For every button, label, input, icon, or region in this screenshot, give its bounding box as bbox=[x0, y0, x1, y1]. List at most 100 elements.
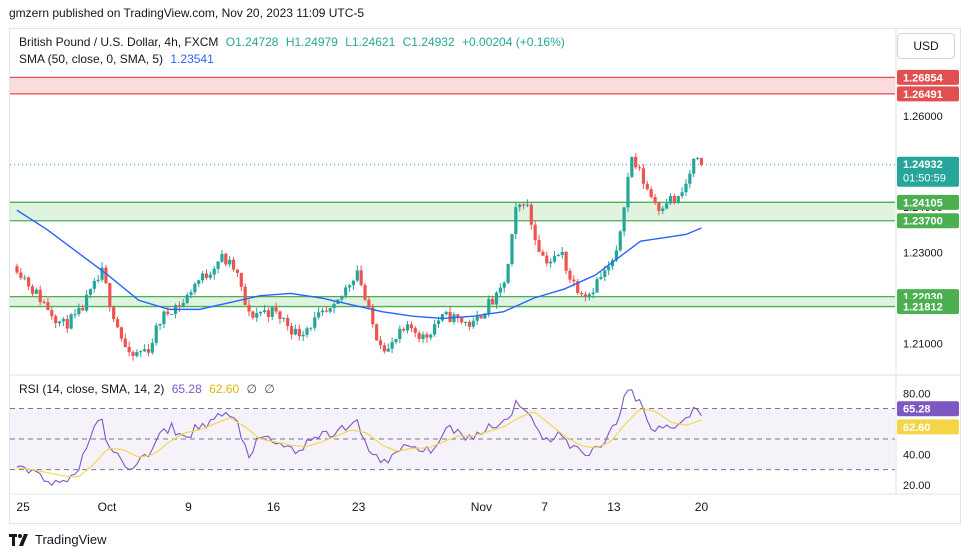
candle-body[interactable] bbox=[92, 280, 96, 289]
candle-body[interactable] bbox=[576, 281, 580, 293]
candle-body[interactable] bbox=[30, 286, 35, 294]
candle-body[interactable] bbox=[378, 340, 383, 346]
candle-body[interactable] bbox=[695, 158, 700, 160]
candle-body[interactable] bbox=[212, 268, 216, 275]
candle-body[interactable] bbox=[243, 286, 247, 305]
candle-body[interactable] bbox=[375, 324, 379, 341]
candle-body[interactable] bbox=[444, 311, 448, 315]
candle-body[interactable] bbox=[96, 279, 100, 281]
candle-body[interactable] bbox=[115, 319, 120, 328]
candle-body[interactable] bbox=[471, 320, 475, 327]
candle-body[interactable] bbox=[510, 234, 514, 264]
candle-body[interactable] bbox=[220, 253, 224, 262]
candle-body[interactable] bbox=[208, 274, 212, 278]
rsi-line[interactable] bbox=[16, 389, 702, 487]
candle-body[interactable] bbox=[382, 345, 386, 352]
candle-body[interactable] bbox=[514, 207, 518, 235]
candle-body[interactable] bbox=[154, 325, 158, 343]
candle-body[interactable] bbox=[320, 310, 325, 313]
candle-body[interactable] bbox=[104, 267, 108, 284]
candle-body[interactable] bbox=[653, 196, 657, 203]
candle-body[interactable] bbox=[34, 289, 38, 294]
candle-body[interactable] bbox=[630, 157, 634, 177]
candle-body[interactable] bbox=[525, 204, 530, 206]
candle-body[interactable] bbox=[595, 278, 599, 293]
candle-body[interactable] bbox=[85, 294, 89, 311]
candle-body[interactable] bbox=[467, 321, 472, 327]
candle-body[interactable] bbox=[54, 316, 58, 324]
candle-body[interactable] bbox=[201, 273, 205, 281]
candle-body[interactable] bbox=[626, 176, 630, 208]
candle-body[interactable] bbox=[69, 314, 73, 329]
candle-body[interactable] bbox=[425, 334, 429, 338]
sr-zone-green[interactable] bbox=[10, 296, 895, 307]
candle-body[interactable] bbox=[521, 204, 526, 206]
rsi-sma-line[interactable] bbox=[16, 408, 702, 478]
sma-50-line[interactable] bbox=[16, 209, 702, 320]
candle-body[interactable] bbox=[483, 313, 487, 319]
candle-body[interactable] bbox=[402, 328, 406, 331]
candle-body[interactable] bbox=[61, 318, 66, 322]
candle-body[interactable] bbox=[552, 256, 557, 262]
candle-body[interactable] bbox=[614, 250, 618, 261]
candle-body[interactable] bbox=[680, 192, 684, 197]
candle-body[interactable] bbox=[672, 195, 676, 203]
candle-body[interactable] bbox=[185, 294, 189, 304]
candle-body[interactable] bbox=[15, 266, 19, 273]
candle-body[interactable] bbox=[228, 259, 232, 265]
candle-body[interactable] bbox=[309, 327, 313, 329]
candle-body[interactable] bbox=[440, 314, 444, 321]
candle-body[interactable] bbox=[351, 280, 356, 286]
candle-body[interactable] bbox=[491, 299, 495, 305]
sma-legend[interactable]: SMA (50, close, 0, SMA, 5) 1.23541 bbox=[19, 52, 218, 66]
candle-body[interactable] bbox=[479, 315, 483, 319]
candle-body[interactable] bbox=[568, 270, 572, 280]
candle-body[interactable] bbox=[665, 203, 669, 209]
candle-body[interactable] bbox=[301, 334, 305, 337]
candle-body[interactable] bbox=[216, 261, 220, 269]
footer-brand[interactable]: TradingView bbox=[35, 532, 107, 547]
candle-body[interactable] bbox=[65, 318, 69, 329]
candle-body[interactable] bbox=[158, 324, 162, 326]
candle-body[interactable] bbox=[622, 207, 626, 232]
candle-body[interactable] bbox=[506, 263, 510, 283]
candle-body[interactable] bbox=[429, 334, 433, 338]
candle-body[interactable] bbox=[317, 312, 321, 318]
candle-body[interactable] bbox=[293, 328, 298, 335]
candle-body[interactable] bbox=[204, 273, 209, 278]
candle-body[interactable] bbox=[289, 326, 294, 335]
candle-body[interactable] bbox=[649, 189, 653, 197]
candle-body[interactable] bbox=[390, 342, 394, 349]
candle-body[interactable] bbox=[498, 287, 502, 293]
candle-body[interactable] bbox=[305, 328, 309, 335]
candle-body[interactable] bbox=[328, 308, 332, 312]
candle-body[interactable] bbox=[57, 321, 62, 324]
candle-body[interactable] bbox=[556, 254, 560, 257]
candle-body[interactable] bbox=[355, 270, 359, 281]
candle-body[interactable] bbox=[661, 208, 665, 212]
candle-body[interactable] bbox=[475, 315, 479, 321]
candle-body[interactable] bbox=[38, 289, 42, 303]
candle-body[interactable] bbox=[235, 269, 240, 273]
candle-body[interactable] bbox=[610, 260, 615, 267]
candle-body[interactable] bbox=[181, 303, 185, 307]
candle-body[interactable] bbox=[146, 349, 151, 353]
candle-body[interactable] bbox=[46, 302, 50, 311]
candle-body[interactable] bbox=[433, 324, 437, 335]
candle-body[interactable] bbox=[386, 348, 390, 352]
candle-body[interactable] bbox=[197, 280, 201, 284]
candle-body[interactable] bbox=[282, 318, 286, 320]
candle-body[interactable] bbox=[502, 282, 506, 288]
candle-body[interactable] bbox=[688, 173, 692, 184]
candle-body[interactable] bbox=[537, 240, 541, 252]
candle-body[interactable] bbox=[193, 283, 197, 293]
candle-body[interactable] bbox=[448, 311, 452, 323]
candle-body[interactable] bbox=[332, 304, 336, 309]
candle-body[interactable] bbox=[166, 311, 170, 314]
candle-body[interactable] bbox=[572, 279, 576, 282]
candle-body[interactable] bbox=[189, 292, 193, 295]
candle-body[interactable] bbox=[127, 346, 131, 353]
candle-body[interactable] bbox=[413, 328, 417, 333]
candle-body[interactable] bbox=[278, 311, 282, 319]
